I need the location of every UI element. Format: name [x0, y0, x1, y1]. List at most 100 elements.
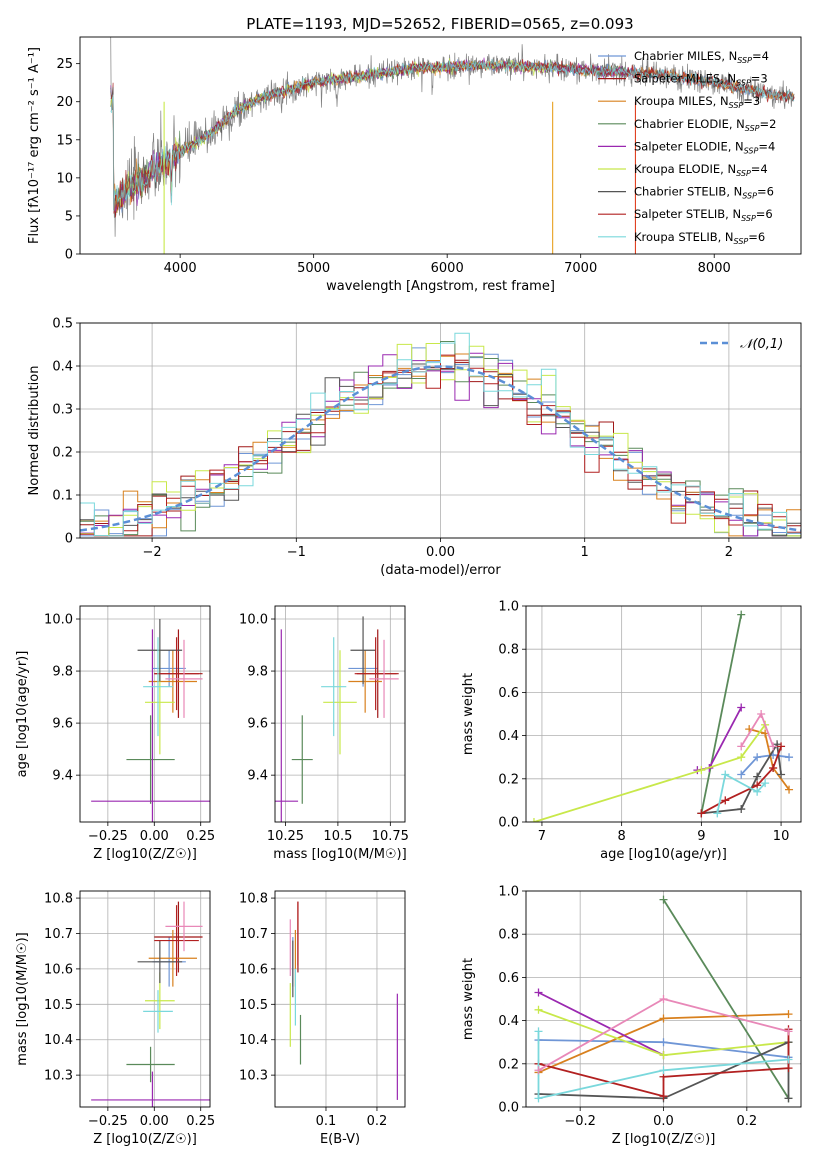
- errorbars: [91, 619, 210, 822]
- weight-marker: [659, 1014, 668, 1023]
- weight_vs_age-panel: 7 8 9 10 0.0 0.2 0.4 0.6 0.8 1.0 age [log10(age/yr…: [461, 600, 802, 862]
- y-tick-label: 10.7: [239, 927, 268, 942]
- x-axis-label: wavelength [Angstrom, rest frame]: [326, 279, 555, 294]
- weight-marker: [753, 772, 762, 781]
- weight-marker: [534, 1027, 543, 1036]
- weight-marker: [737, 610, 746, 619]
- x-tick-label: 0.00: [426, 545, 455, 560]
- weight-marker: [753, 787, 762, 796]
- axes-frame: [79, 605, 211, 823]
- x-tick-label: −0.2: [564, 1114, 596, 1129]
- weight-marker: [753, 753, 762, 762]
- y-tick-label: 0.6: [498, 971, 519, 986]
- x-tick-label: −0.25: [88, 829, 128, 844]
- weight-marker: [534, 1094, 543, 1103]
- y-tick-label: 10.0: [44, 613, 73, 628]
- x-axis-label: Z [log10(Z/Z☉)]: [93, 847, 197, 862]
- mass_vs_Z-panel: −0.25 0.00 0.25 10.3 10.4 10.5 10.6 10.7 10.8 Z […: [15, 890, 215, 1147]
- weight-marker: [659, 1038, 668, 1047]
- weight-marker: [737, 805, 746, 814]
- y-tick-label: 0: [65, 532, 73, 547]
- y-axis-label: mass [log10(M/M☉)]: [15, 932, 30, 1065]
- legend-label: Salpeter ELODIE, NSSP=4: [634, 139, 775, 155]
- y-tick-label: 1.0: [498, 885, 519, 900]
- x-tick-label: 0.2: [736, 1114, 757, 1129]
- weight-marker: [784, 1064, 793, 1073]
- legend-label: Salpeter STELIB, NSSP=6: [634, 207, 773, 223]
- y-tick-label: 0.5: [52, 317, 73, 332]
- weight-marker: [737, 770, 746, 779]
- x-tick-label: 0.00: [140, 829, 169, 844]
- y-tick-label: 0.2: [498, 1057, 519, 1072]
- x-axis-label: mass [log10(M/M☉)]: [273, 847, 406, 862]
- y-tick-label: 10.0: [239, 613, 268, 628]
- weight-lines: [529, 610, 794, 822]
- weight-marker: [737, 753, 746, 762]
- x-tick-label: 6000: [431, 261, 464, 276]
- axes-frame: [79, 890, 211, 1108]
- model-spectrum: [110, 58, 795, 212]
- y-tick-label: 10.8: [239, 892, 268, 907]
- errorbars: [91, 901, 210, 1107]
- y-tick-label: 10.4: [44, 1033, 73, 1048]
- weight-marker: [659, 1066, 668, 1075]
- legend-label: Kroupa MILES, NSSP=3: [634, 94, 760, 110]
- y-tick-label: 0.2: [52, 446, 73, 461]
- y-tick-label: 0.1: [52, 489, 73, 504]
- y-tick-label: 10.3: [44, 1069, 73, 1084]
- x-tick-label: 7000: [564, 261, 597, 276]
- y-axis-label: age [log10(age/yr)]: [15, 651, 30, 778]
- y-tick-label: 10.5: [239, 998, 268, 1013]
- weight-marker: [721, 796, 730, 805]
- y-axis-label: mass weight: [461, 673, 476, 755]
- y-tick-label: 10: [56, 171, 73, 186]
- x-tick-label: 10.25: [267, 829, 304, 844]
- y-tick-label: 15: [56, 133, 73, 148]
- weight-marker: [534, 988, 543, 997]
- weight-marker: [697, 809, 706, 818]
- weight-marker: [534, 1066, 543, 1075]
- x-tick-label: −0.25: [88, 1114, 128, 1129]
- y-tick-label: 10.5: [44, 998, 73, 1013]
- weight-series: [662, 899, 790, 1099]
- y-tick-label: 10.3: [239, 1069, 268, 1084]
- x-tick-label: 8: [618, 829, 626, 844]
- weight-marker: [785, 753, 794, 762]
- weight-marker: [659, 895, 668, 904]
- y-tick-label: 25: [56, 57, 73, 72]
- y-tick-label: 0.6: [498, 686, 519, 701]
- weight-marker: [721, 770, 730, 779]
- x-tick-label: 2: [725, 545, 733, 560]
- x-tick-label: −1: [287, 545, 306, 560]
- weight-marker: [784, 1094, 793, 1103]
- y-axis-label: Flux [fλ10⁻¹⁷ erg cm⁻² s⁻¹ A⁻¹]: [27, 47, 42, 244]
- x-tick-label: 10.75: [372, 829, 409, 844]
- x-tick-label: 9: [697, 829, 705, 844]
- y-tick-label: 0.0: [498, 1101, 519, 1116]
- weight-series: [740, 711, 774, 747]
- x-tick-label: 0.00: [140, 1114, 169, 1129]
- histogram-steps: [80, 332, 801, 537]
- legend-label: Kroupa STELIB, NSSP=6: [634, 230, 765, 246]
- y-tick-label: 10.6: [239, 962, 268, 977]
- weight-series: [740, 754, 790, 776]
- weight-marker: [737, 703, 746, 712]
- axes-frame: [79, 36, 802, 255]
- weight-marker: [769, 742, 778, 751]
- y-tick-label: 9.8: [52, 665, 73, 680]
- y-tick-label: 0.8: [498, 643, 519, 658]
- weight-marker: [529, 818, 538, 822]
- x-axis-label: Z [log10(Z/Z☉)]: [612, 1132, 716, 1147]
- x-axis-label: Z [log10(Z/Z☉)]: [93, 1132, 197, 1147]
- y-tick-label: 0.3: [52, 403, 73, 418]
- spectrum-lines: [110, 37, 795, 254]
- legend: Chabrier MILES, NSSP=4 Salpeter MILES, NS…: [598, 49, 776, 246]
- y-tick-label: 0: [65, 248, 73, 263]
- legend-label: Kroupa ELODIE, NSSP=4: [634, 162, 768, 178]
- weight-marker: [777, 770, 786, 779]
- x-tick-label: 0.1: [316, 1114, 337, 1129]
- weight-series: [533, 724, 766, 822]
- weight-marker: [697, 766, 706, 775]
- y-tick-label: 5: [65, 209, 73, 224]
- legend-label: 𝒩(0,1): [740, 337, 783, 352]
